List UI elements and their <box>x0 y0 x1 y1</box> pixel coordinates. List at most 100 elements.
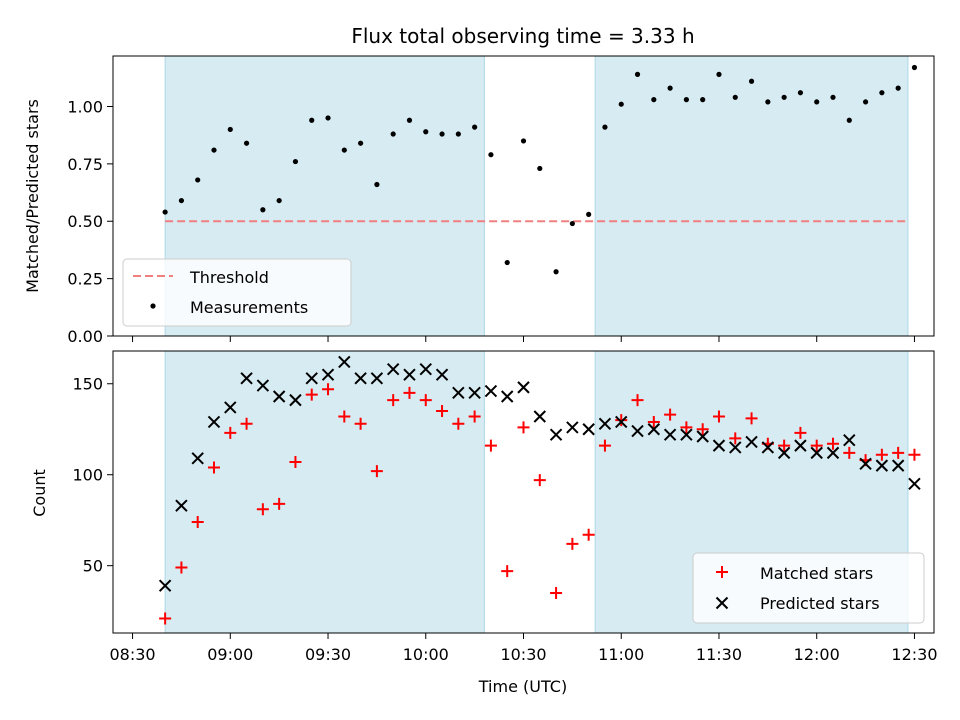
measurement-point <box>895 85 901 91</box>
legend-measurement-label: Measurements <box>190 298 308 317</box>
measurement-point <box>846 117 852 123</box>
measurement-point <box>879 90 885 96</box>
predicted-star-point <box>875 459 889 472</box>
bottom-y-tick-label: 150 <box>72 375 103 394</box>
matched-star-point <box>794 426 807 439</box>
predicted-star-point <box>761 441 775 454</box>
predicted-star-point <box>631 424 644 438</box>
measurement-point <box>700 97 706 103</box>
x-axis-label: Time (UTC) <box>478 677 567 696</box>
predicted-star-point <box>452 386 465 400</box>
top-plot-frame <box>112 55 935 337</box>
predicted-star-point <box>794 439 807 452</box>
predicted-star-point <box>663 428 677 441</box>
predicted-star-point <box>582 423 595 436</box>
measurement-point <box>748 78 755 84</box>
bottom-legend-box <box>692 552 925 624</box>
measurement-point <box>211 147 217 153</box>
predicted-star-point <box>468 386 481 400</box>
predicted-star-point <box>484 384 498 398</box>
bottom-y-axis-label: Count <box>30 469 49 517</box>
top-y-tick-label: 0.50 <box>67 212 103 231</box>
matched-star-point <box>224 426 237 439</box>
predicted-star-point <box>598 417 612 430</box>
measurement-point <box>569 220 575 227</box>
predicted-star-point <box>240 372 253 385</box>
matched-star-point <box>843 446 856 459</box>
measurement-point <box>634 71 641 77</box>
top-panel: 0.00 0.25 0.50 0.75 1.00 Threshold Measurement… <box>67 55 935 346</box>
predicted-star-point <box>566 421 579 434</box>
measurement-point <box>472 124 478 130</box>
predicted-star-point <box>696 430 709 443</box>
predicted-star-point <box>745 435 758 449</box>
measurement-point <box>162 209 168 215</box>
measurement-point <box>651 97 657 103</box>
predicted-star-point <box>305 372 318 385</box>
matched-star-point <box>712 410 725 423</box>
measurement-point <box>618 101 624 107</box>
legend-matched-swatch <box>716 566 728 578</box>
matched-star-point <box>322 383 335 396</box>
matched-star-point <box>778 439 791 452</box>
matched-star-point <box>191 516 204 529</box>
predicted-star-point <box>615 415 628 429</box>
predicted-star-point <box>419 362 432 376</box>
legend-threshold-label: Threshold <box>189 268 269 287</box>
matched-star-point <box>240 417 253 430</box>
predicted-star-point <box>729 441 742 454</box>
predicted-star-point <box>207 415 221 429</box>
predicted-star-point <box>191 452 204 465</box>
predicted-star-point <box>501 390 514 403</box>
predicted-star-point <box>224 401 237 414</box>
matched-star-point <box>631 394 644 407</box>
bottom-y-tick-label: 50 <box>83 557 103 576</box>
matched-star-point <box>745 412 758 425</box>
x-tick-label: 11:30 <box>696 645 742 664</box>
predicted-star-point <box>647 423 661 436</box>
measurement-point <box>765 99 771 105</box>
matched-star-point <box>387 394 400 407</box>
chart-title: Flux total observing time = 3.33 h <box>351 24 694 48</box>
measurement-point <box>911 64 918 71</box>
matched-star-point <box>810 439 823 452</box>
measurement-point <box>227 126 233 133</box>
measurement-point <box>716 71 722 77</box>
matched-star-point <box>370 465 383 478</box>
matched-star-point <box>729 432 742 445</box>
matched-star-point <box>452 417 465 430</box>
top-y-tick-label: 0.00 <box>67 327 103 346</box>
predicted-star-point <box>826 446 840 460</box>
measurement-point <box>195 177 201 183</box>
legend-matched-label: Matched stars <box>760 564 873 583</box>
matched-star-point <box>501 565 514 578</box>
measurement-point <box>260 207 266 213</box>
measurement-point <box>797 90 804 96</box>
top-y-tick-label: 0.75 <box>67 155 103 174</box>
measurement-point <box>602 124 608 130</box>
measurement-point <box>683 97 689 103</box>
predicted-star-point <box>289 393 302 407</box>
x-tick-label: 11:00 <box>598 645 644 664</box>
predicted-star-point <box>435 368 449 381</box>
legend-predicted-swatch <box>715 596 729 610</box>
measurement-point <box>406 117 413 123</box>
matched-star-point <box>696 423 709 436</box>
measurement-point <box>325 115 331 121</box>
matched-star-point <box>566 537 579 550</box>
measurement-point <box>667 85 673 91</box>
measurement-point <box>537 165 543 172</box>
matched-star-point <box>598 439 611 452</box>
predicted-star-point <box>712 439 726 452</box>
measurement-point <box>586 211 592 217</box>
predicted-star-point <box>321 368 335 381</box>
x-tick-label: 08:30 <box>109 645 155 664</box>
bottom-shaded-interval <box>164 350 485 634</box>
predicted-star-point <box>843 433 856 447</box>
matched-star-point <box>207 461 220 474</box>
matched-star-point <box>875 448 888 461</box>
measurement-point <box>520 138 527 144</box>
matched-star-point <box>484 439 497 452</box>
matched-star-point <box>175 561 188 574</box>
